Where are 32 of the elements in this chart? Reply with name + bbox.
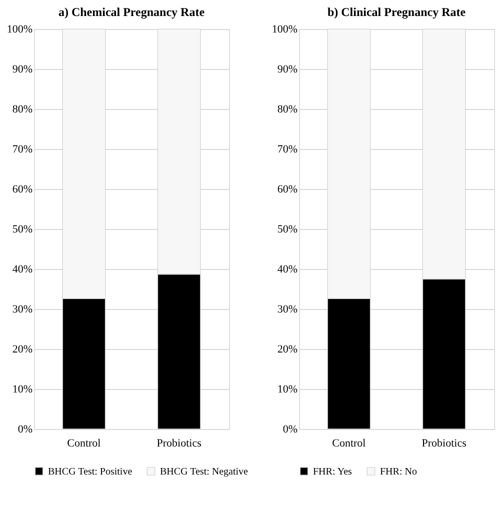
y-tick-label: 40%: [12, 264, 32, 276]
y-tick-label: 20%: [12, 344, 32, 356]
y-tick-label: 0%: [18, 424, 32, 436]
y-tick-label: 0%: [282, 424, 298, 436]
y-tick-label: 80%: [12, 104, 32, 116]
legend-label: FHR: No: [380, 466, 417, 478]
x-tick-label: Control: [67, 438, 101, 450]
y-tick-label: 90%: [12, 64, 32, 76]
y-tick-label: 60%: [277, 184, 298, 196]
y-tick-label: 80%: [277, 104, 298, 116]
y-tick-label: 70%: [277, 144, 298, 156]
y-tick-label: 20%: [277, 344, 298, 356]
x-tick-label: Probiotics: [422, 438, 466, 450]
y-tick-label: 30%: [12, 304, 32, 316]
y-tick-label: 50%: [277, 224, 298, 236]
y-tick-label: 40%: [277, 264, 298, 276]
y-tick-label: 10%: [12, 384, 32, 396]
y-tick-label: 100%: [6, 24, 32, 36]
x-tick-label: Probiotics: [156, 438, 202, 450]
x-tick-label: Control: [332, 438, 366, 450]
y-tick-label: 100%: [272, 24, 298, 36]
legend-label: BHCG Test: Negative: [160, 466, 249, 478]
legend-label: BHCG Test: Positive: [48, 466, 133, 478]
chart-title: a) Chemical Pregnancy Rate: [58, 5, 206, 19]
y-tick-label: 70%: [12, 144, 32, 156]
y-tick-label: 60%: [12, 184, 32, 196]
y-tick-label: 30%: [277, 304, 298, 316]
y-tick-label: 90%: [277, 64, 298, 76]
y-tick-label: 50%: [12, 224, 32, 236]
y-tick-label: 10%: [277, 384, 298, 396]
legend-label: FHR: Yes: [313, 466, 352, 478]
chart-title: b) Clinical Pregnancy Rate: [327, 5, 466, 19]
